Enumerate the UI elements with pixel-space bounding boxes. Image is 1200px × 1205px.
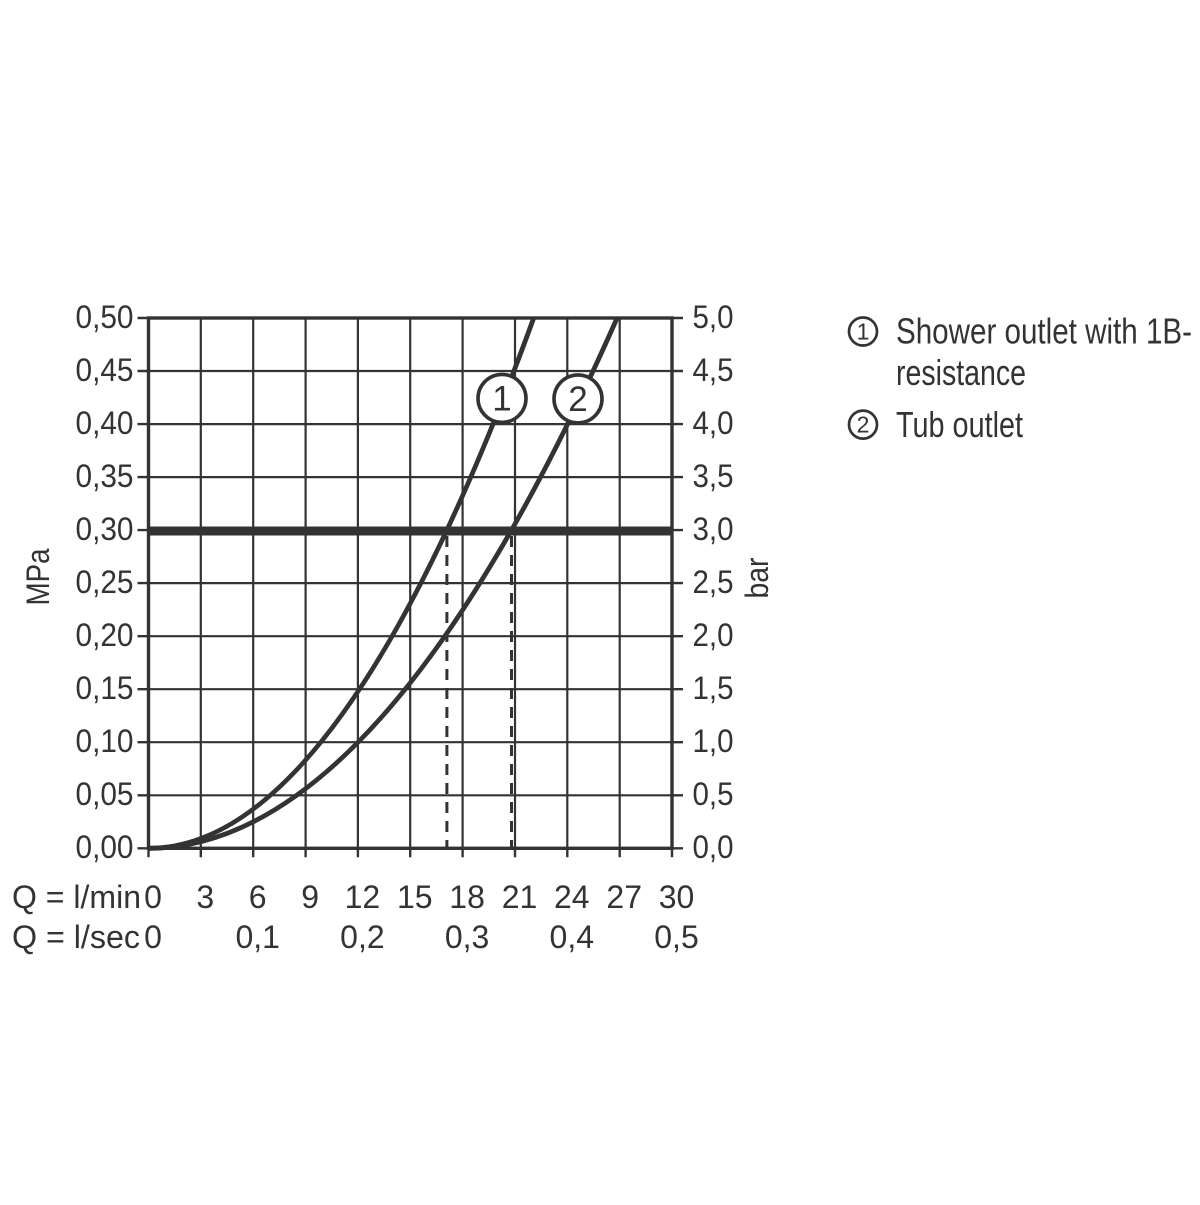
svg-text:0,10: 0,10 <box>76 723 134 759</box>
svg-text:9: 9 <box>301 879 319 915</box>
svg-text:Shower outlet with 1B-: Shower outlet with 1B- <box>896 311 1192 352</box>
svg-text:5,0: 5,0 <box>693 299 734 335</box>
svg-text:bar: bar <box>739 557 775 598</box>
svg-text:21: 21 <box>502 879 538 915</box>
svg-text:1,0: 1,0 <box>693 723 734 759</box>
svg-text:0,4: 0,4 <box>550 919 594 955</box>
svg-text:0,50: 0,50 <box>76 299 134 335</box>
svg-text:0,5: 0,5 <box>654 919 698 955</box>
svg-text:6: 6 <box>249 879 267 915</box>
svg-text:Tub outlet: Tub outlet <box>896 404 1023 445</box>
svg-text:12: 12 <box>345 879 381 915</box>
svg-text:Q = l/min: Q = l/min <box>12 879 141 915</box>
svg-text:0,0: 0,0 <box>693 829 734 865</box>
svg-text:2: 2 <box>857 412 870 438</box>
svg-text:Q = l/sec: Q = l/sec <box>12 919 140 955</box>
svg-text:1: 1 <box>492 380 511 419</box>
svg-text:0,3: 0,3 <box>445 919 489 955</box>
svg-text:2,5: 2,5 <box>693 564 734 600</box>
svg-text:27: 27 <box>606 879 642 915</box>
svg-text:18: 18 <box>449 879 485 915</box>
svg-text:0: 0 <box>144 919 162 955</box>
svg-text:0,35: 0,35 <box>76 458 134 494</box>
svg-text:4,0: 4,0 <box>693 405 734 441</box>
svg-text:3: 3 <box>196 879 214 915</box>
svg-text:24: 24 <box>554 879 590 915</box>
svg-text:0,25: 0,25 <box>76 564 134 600</box>
svg-text:0,30: 0,30 <box>76 511 134 547</box>
svg-text:0: 0 <box>144 879 162 915</box>
svg-text:3,0: 3,0 <box>693 511 734 547</box>
svg-text:4,5: 4,5 <box>693 352 734 388</box>
svg-text:15: 15 <box>397 879 433 915</box>
svg-text:2: 2 <box>568 380 587 419</box>
svg-text:3,5: 3,5 <box>693 458 734 494</box>
svg-text:0,00: 0,00 <box>76 829 134 865</box>
svg-text:resistance: resistance <box>896 352 1026 393</box>
svg-text:MPa: MPa <box>20 548 56 605</box>
svg-text:1: 1 <box>857 319 870 345</box>
svg-text:1,5: 1,5 <box>693 670 734 706</box>
svg-text:0,45: 0,45 <box>76 352 134 388</box>
svg-text:0,05: 0,05 <box>76 776 134 812</box>
svg-text:0,5: 0,5 <box>693 776 734 812</box>
svg-text:0,20: 0,20 <box>76 617 134 653</box>
svg-text:0,15: 0,15 <box>76 670 134 706</box>
svg-text:0,1: 0,1 <box>235 919 279 955</box>
svg-text:0,2: 0,2 <box>340 919 384 955</box>
svg-text:30: 30 <box>659 879 695 915</box>
svg-text:0,40: 0,40 <box>76 405 134 441</box>
svg-text:2,0: 2,0 <box>693 617 734 653</box>
